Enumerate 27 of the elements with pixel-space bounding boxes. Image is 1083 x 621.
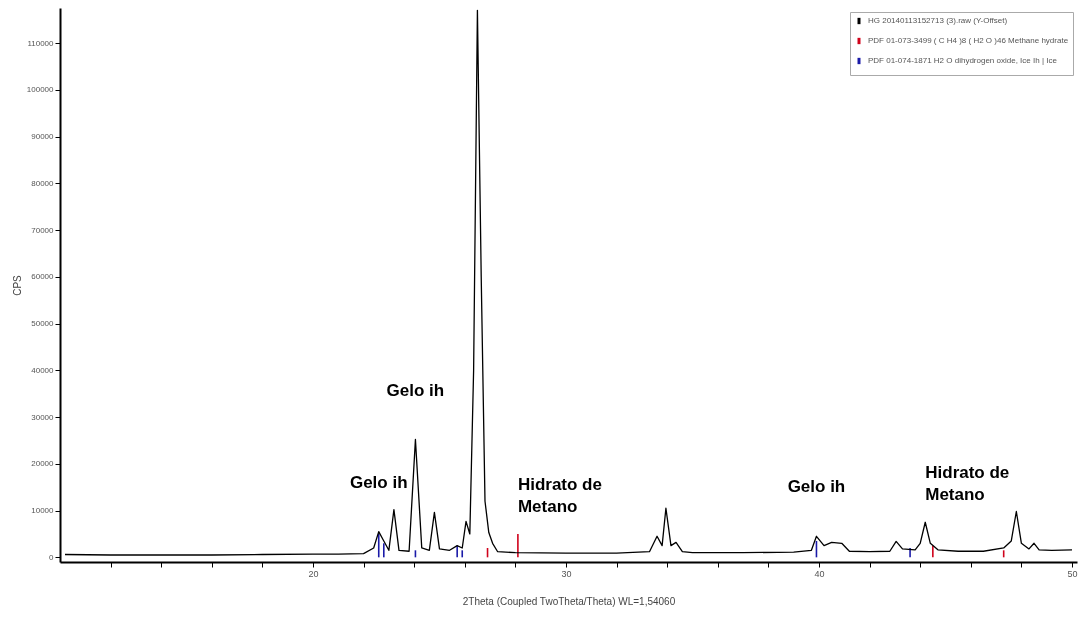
annotation: Hidrato de Metano xyxy=(925,463,1010,505)
legend-label: PDF 01-073-3499 ( C H4 )8 ( H2 O )46 Methane hydrate xyxy=(868,36,1069,45)
x-tick-label: 30 xyxy=(561,568,572,579)
y-tick-label: 60000 xyxy=(31,272,55,282)
x-tick-label: 40 xyxy=(814,568,825,579)
y-tick-label: 0 xyxy=(49,552,55,562)
y-axis-title: CPS xyxy=(11,274,23,296)
y-tick-label: 40000 xyxy=(31,365,55,375)
annotation: Hidrato de Metano xyxy=(517,474,602,516)
line-series xyxy=(64,9,1073,556)
annotation: Gelo ih xyxy=(386,380,445,400)
y-tick-label: 50000 xyxy=(31,319,55,329)
legend-label: PDF 01-074-1871 H2 O dihydrogen oxide, Ice Ih | Ice xyxy=(868,56,1058,65)
x-tick-label: 20 xyxy=(308,568,319,579)
y-tick-label: 70000 xyxy=(31,225,55,235)
x-tick-label: 50 xyxy=(1067,568,1078,579)
annotation: Gelo ih xyxy=(349,472,408,492)
legend-label: HG 20140113152713 (3).raw (Y-Offset) xyxy=(868,16,1008,25)
y-tick-label: 20000 xyxy=(31,459,55,469)
y-tick-label: 90000 xyxy=(31,132,55,142)
y-tick-label: 30000 xyxy=(31,412,55,422)
y-tick-label: 110000 xyxy=(27,38,55,48)
annotation: Gelo ih xyxy=(787,477,846,497)
x-axis-title: 2Theta (Coupled TwoTheta/Theta) WL=1,54060 xyxy=(462,595,676,607)
y-tick-label: 80000 xyxy=(31,178,55,188)
y-tick-label: 10000 xyxy=(31,506,55,516)
y-tick-label: 100000 xyxy=(26,85,55,95)
